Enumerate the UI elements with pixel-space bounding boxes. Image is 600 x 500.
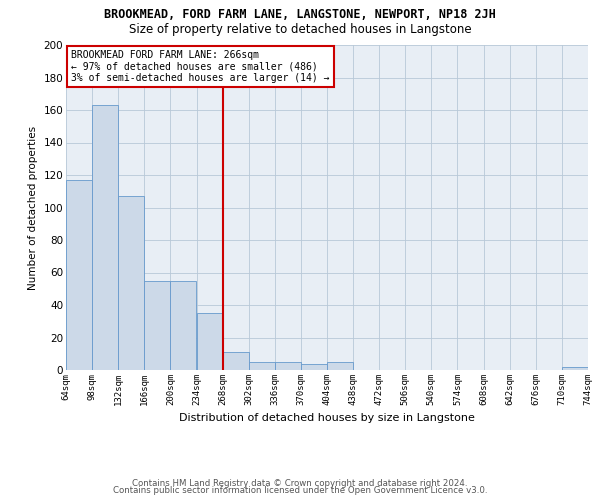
- Bar: [92, 105, 118, 370]
- Bar: [223, 352, 249, 370]
- Text: Contains public sector information licensed under the Open Government Licence v3: Contains public sector information licen…: [113, 486, 487, 495]
- Bar: [118, 196, 144, 370]
- Bar: [301, 364, 327, 370]
- Text: Size of property relative to detached houses in Langstone: Size of property relative to detached ho…: [128, 22, 472, 36]
- Bar: [145, 280, 170, 370]
- Bar: [562, 367, 588, 370]
- Y-axis label: Number of detached properties: Number of detached properties: [28, 126, 38, 290]
- Text: BROOKMEAD, FORD FARM LANE, LANGSTONE, NEWPORT, NP18 2JH: BROOKMEAD, FORD FARM LANE, LANGSTONE, NE…: [104, 8, 496, 20]
- Text: Contains HM Land Registry data © Crown copyright and database right 2024.: Contains HM Land Registry data © Crown c…: [132, 478, 468, 488]
- Bar: [66, 180, 92, 370]
- X-axis label: Distribution of detached houses by size in Langstone: Distribution of detached houses by size …: [179, 414, 475, 424]
- Text: BROOKMEAD FORD FARM LANE: 266sqm
← 97% of detached houses are smaller (486)
3% o: BROOKMEAD FORD FARM LANE: 266sqm ← 97% o…: [71, 50, 330, 83]
- Bar: [275, 362, 301, 370]
- Bar: [170, 280, 196, 370]
- Bar: [327, 362, 353, 370]
- Bar: [197, 313, 223, 370]
- Bar: [249, 362, 275, 370]
